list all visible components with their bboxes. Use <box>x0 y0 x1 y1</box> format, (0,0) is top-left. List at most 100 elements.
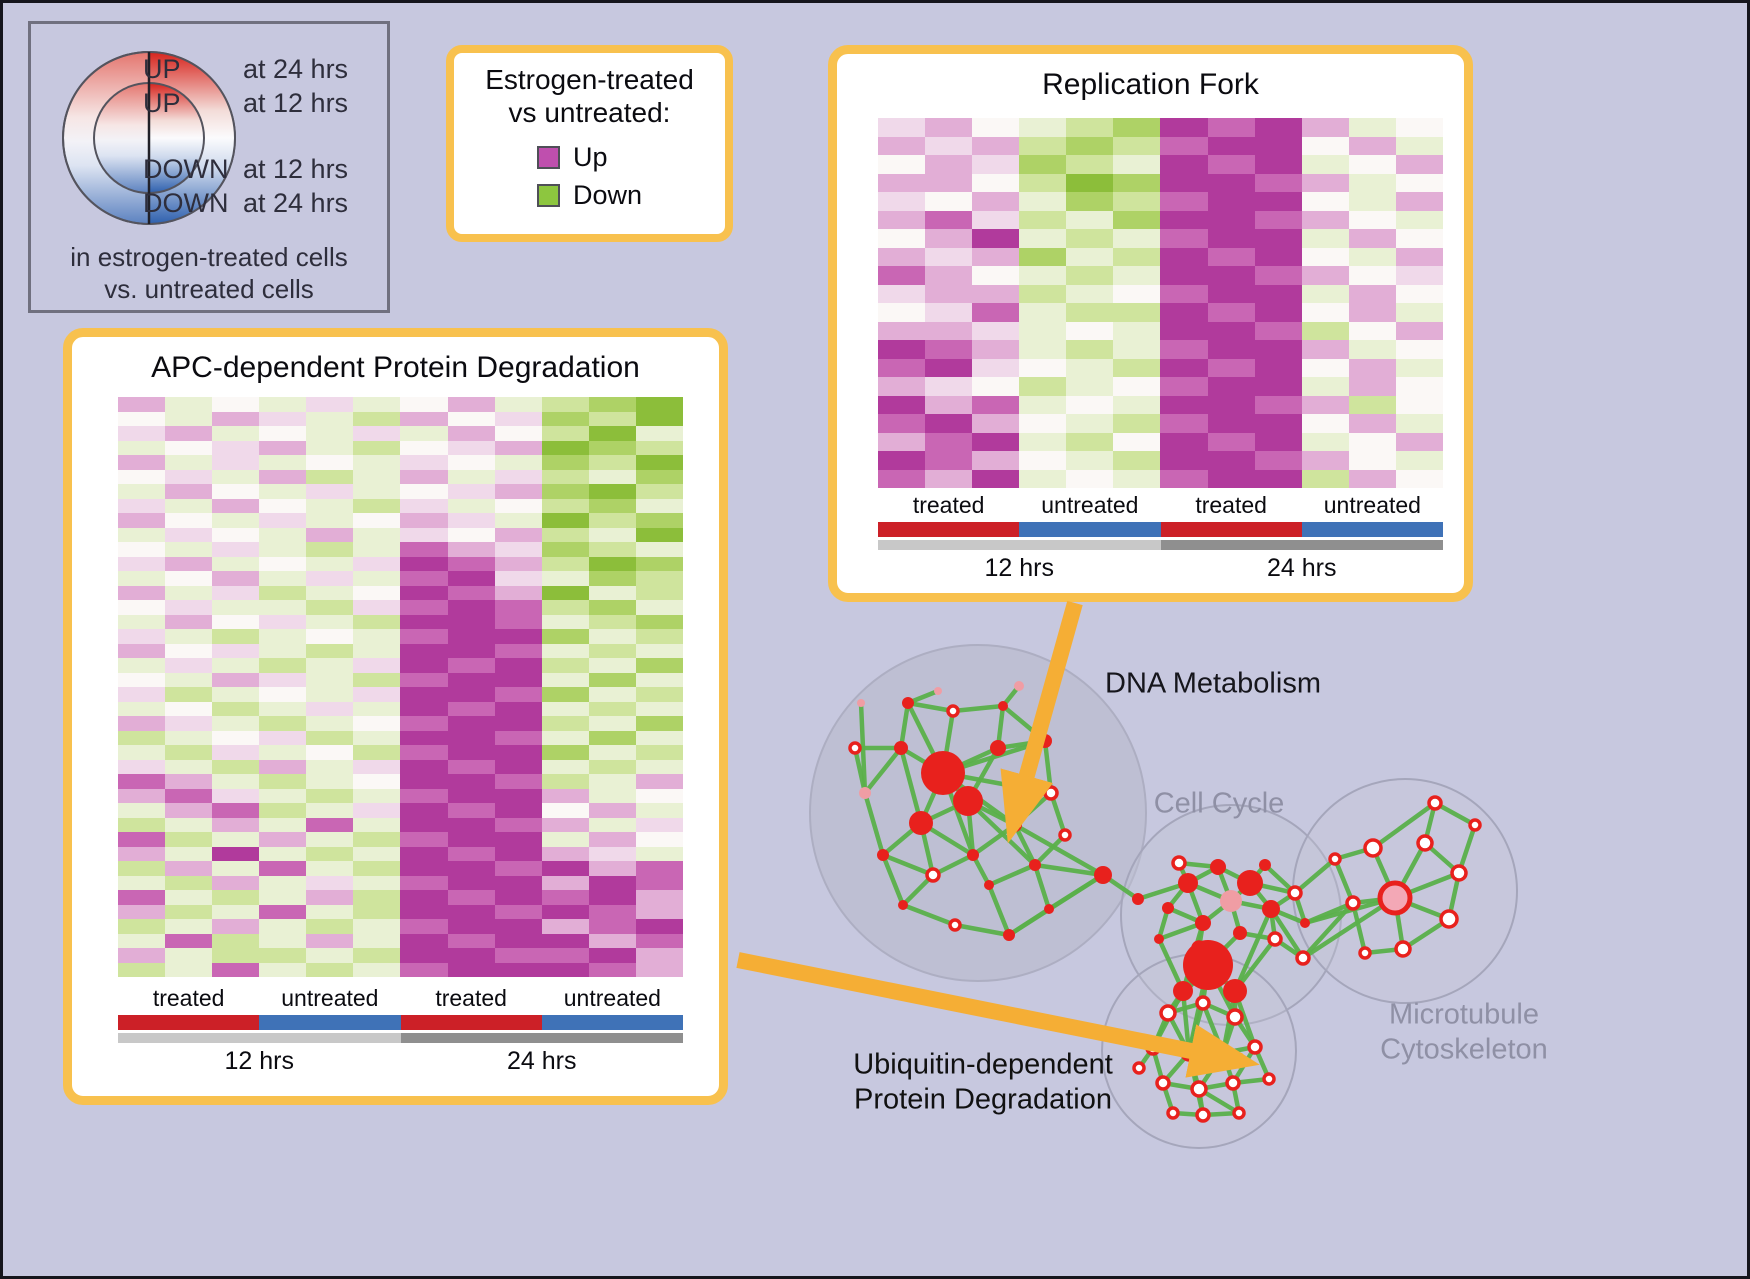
heatmap-cell <box>541 687 589 702</box>
heatmap-cell <box>165 875 213 890</box>
heatmap-cell <box>541 788 589 803</box>
heatmap-cell <box>165 658 213 673</box>
heatmap-cell <box>259 962 307 977</box>
heatmap-group-bars <box>118 1015 683 1030</box>
heatmap-cell <box>400 426 448 441</box>
heatmap-cell <box>306 527 354 542</box>
heatmap-cell <box>1301 173 1349 192</box>
heatmap-grid <box>118 397 683 977</box>
heatmap-cell <box>635 832 683 847</box>
network-edge <box>1268 890 1298 912</box>
heatmap-cell <box>118 948 166 963</box>
heatmap-cell <box>972 136 1020 155</box>
heatmap-cell <box>541 861 589 876</box>
heatmap-cell <box>165 614 213 629</box>
heatmap-cell <box>118 817 166 832</box>
network-edge <box>1186 962 1211 1056</box>
heatmap-cell <box>447 643 495 658</box>
heatmap-cell <box>1395 229 1443 248</box>
cluster-circle <box>1120 804 1342 1026</box>
heatmap-cell <box>165 426 213 441</box>
heatmap-cell <box>541 440 589 455</box>
network-edge <box>1186 1050 1206 1118</box>
heatmap-cell <box>494 513 542 528</box>
network-edge <box>898 745 924 826</box>
heatmap-cell <box>400 817 448 832</box>
heatmap-cell <box>878 210 926 229</box>
heatmap-group-labels: treated untreated treated untreated <box>118 985 683 1012</box>
heatmap-cell <box>635 933 683 948</box>
heatmap-cell <box>635 890 683 905</box>
network-edge <box>880 820 924 858</box>
heatmap-cell <box>1301 284 1349 303</box>
heatmap-cell <box>1160 321 1208 340</box>
heatmap-cell <box>1395 266 1443 285</box>
heatmap-cell <box>1207 321 1255 340</box>
network-node <box>1247 1039 1263 1055</box>
heatmap-cell <box>541 730 589 745</box>
heatmap-cell <box>118 716 166 731</box>
heatmap-cell <box>306 643 354 658</box>
heatmap-cell <box>212 701 260 716</box>
heatmap-cell <box>165 411 213 426</box>
heatmap-cell <box>353 919 401 934</box>
network-edge <box>1392 840 1428 901</box>
network-edge <box>1185 880 1234 904</box>
heatmap-cell <box>447 759 495 774</box>
heatmap-cell <box>972 358 1020 377</box>
heatmap-cell <box>306 600 354 615</box>
network-edge <box>1370 800 1438 851</box>
heatmap-cell <box>165 701 213 716</box>
heatmap-cell <box>1301 266 1349 285</box>
heatmap-cell <box>118 411 166 426</box>
heatmap-cell <box>165 948 213 963</box>
heatmap-cell <box>400 484 448 499</box>
network-node <box>1195 915 1211 931</box>
heatmap-cell <box>306 658 354 673</box>
heatmap-cell <box>259 933 307 948</box>
heatmap-cell <box>1348 340 1396 359</box>
heatmap-cell <box>353 832 401 847</box>
heatmap-cell <box>1160 284 1208 303</box>
heatmap-cell <box>494 397 542 412</box>
heatmap-cell <box>1019 303 1067 322</box>
heatmap-cell <box>1207 229 1255 248</box>
network-edge <box>1006 872 1106 938</box>
heatmap-time-bars <box>878 540 1443 550</box>
network-edge <box>1332 845 1376 862</box>
heatmap-cell <box>635 498 683 513</box>
heatmap-cell <box>118 832 166 847</box>
heatmap-cell <box>1301 118 1349 137</box>
network-edge <box>1400 916 1452 952</box>
network-edge <box>1048 790 1068 838</box>
heatmap-cell <box>1395 173 1443 192</box>
network-edge <box>1176 860 1221 870</box>
network-node <box>934 687 942 695</box>
heatmap-cell <box>259 687 307 702</box>
heatmap-cell <box>1254 395 1302 414</box>
heatmap-cell <box>1066 451 1114 470</box>
panel-title: Replication Fork <box>1042 68 1259 101</box>
network-edge <box>900 872 936 908</box>
heatmap-cell <box>635 397 683 412</box>
heatmap-cell <box>588 861 636 876</box>
heatmap-cell <box>1207 358 1255 377</box>
heatmap-cell <box>353 643 401 658</box>
heatmap-cell <box>118 687 166 702</box>
heatmap-cell <box>635 411 683 426</box>
heatmap-cell <box>353 513 401 528</box>
heatmap-cell <box>353 701 401 716</box>
heatmap-cell <box>541 803 589 818</box>
network-edge <box>1186 1050 1202 1092</box>
network-edge <box>1302 900 1356 926</box>
heatmap-cell <box>541 904 589 919</box>
heatmap-cell <box>1254 432 1302 451</box>
apc-degradation-panel: APC-dependent Protein Degradation treate… <box>63 328 728 1105</box>
heatmap-cell <box>353 629 401 644</box>
heatmap-cell <box>400 890 448 905</box>
heatmap-cell <box>925 321 973 340</box>
heatmap-cell <box>494 890 542 905</box>
network-edge <box>940 745 1001 776</box>
heatmap-cell <box>118 919 166 934</box>
heatmap-cell <box>541 933 589 948</box>
